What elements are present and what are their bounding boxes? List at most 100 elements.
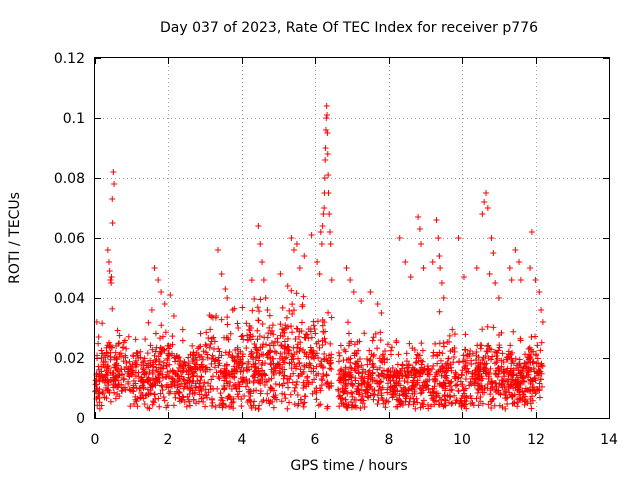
data-point	[442, 374, 449, 381]
data-point	[241, 377, 248, 384]
data-point	[534, 369, 541, 376]
data-point	[444, 377, 451, 384]
data-point	[288, 287, 295, 294]
data-point	[324, 403, 331, 410]
data-point	[347, 359, 354, 366]
data-point	[505, 371, 512, 378]
data-point	[431, 401, 438, 408]
data-point	[383, 368, 390, 375]
data-point	[357, 397, 364, 404]
data-point	[490, 324, 497, 331]
data-point	[243, 320, 250, 327]
data-point	[495, 295, 502, 301]
data-point	[133, 349, 140, 356]
data-point	[426, 376, 433, 383]
data-point	[159, 371, 166, 378]
data-points	[92, 103, 546, 412]
data-point	[250, 354, 257, 361]
data-point	[107, 398, 114, 405]
data-point	[145, 360, 152, 367]
data-point	[289, 353, 296, 360]
data-point	[301, 334, 308, 341]
data-point	[448, 386, 455, 393]
data-point	[446, 332, 453, 339]
data-point	[370, 353, 377, 360]
data-point	[368, 386, 375, 393]
data-point	[378, 310, 385, 316]
data-point	[193, 357, 200, 364]
data-point	[369, 337, 376, 344]
data-point	[173, 353, 180, 360]
data-point	[510, 367, 517, 374]
data-point	[501, 383, 508, 390]
data-point	[488, 235, 495, 241]
data-point	[110, 169, 117, 175]
data-point	[223, 378, 230, 385]
data-point	[202, 365, 209, 372]
data-point	[94, 352, 101, 359]
data-point	[252, 360, 259, 367]
data-point	[296, 348, 303, 355]
data-point	[224, 321, 231, 328]
data-point	[235, 393, 242, 400]
data-point	[126, 358, 133, 365]
data-point	[107, 277, 114, 283]
data-point	[494, 355, 501, 362]
data-point	[484, 343, 491, 350]
data-point	[224, 380, 231, 387]
data-point	[233, 368, 240, 375]
data-point	[254, 327, 261, 334]
data-point	[388, 344, 395, 351]
data-point	[286, 347, 293, 354]
data-point	[322, 339, 329, 346]
data-point	[151, 391, 158, 398]
data-point	[189, 358, 196, 365]
data-point	[398, 387, 405, 394]
data-point	[466, 382, 473, 389]
data-point	[467, 347, 474, 354]
data-point	[137, 394, 144, 401]
data-point	[228, 399, 235, 406]
data-point	[151, 352, 158, 359]
plot-frame	[94, 57, 610, 419]
data-point	[162, 329, 169, 336]
data-point	[416, 385, 423, 392]
data-point	[376, 373, 383, 380]
data-point	[393, 337, 400, 344]
data-point	[323, 380, 330, 387]
data-point	[288, 323, 295, 330]
data-point	[153, 364, 160, 371]
data-point	[431, 383, 438, 390]
data-point	[528, 334, 535, 341]
data-point	[257, 370, 264, 377]
data-point	[336, 377, 343, 384]
data-point	[393, 379, 399, 386]
data-point	[376, 364, 383, 371]
data-point	[337, 374, 344, 381]
data-point	[157, 335, 164, 342]
data-point	[399, 402, 406, 409]
data-point	[318, 362, 325, 369]
data-point	[472, 367, 479, 374]
data-point	[503, 354, 510, 361]
data-point	[436, 340, 443, 347]
data-point	[434, 360, 441, 367]
data-point	[136, 385, 143, 392]
data-point	[323, 371, 330, 378]
data-point	[141, 368, 148, 375]
data-point	[185, 374, 192, 381]
data-point	[495, 331, 502, 338]
data-point	[154, 376, 161, 383]
data-point	[272, 380, 279, 387]
data-point	[451, 373, 458, 380]
data-point	[215, 354, 222, 361]
data-point	[448, 378, 455, 385]
data-point	[247, 390, 254, 397]
data-point	[263, 352, 270, 359]
data-point	[407, 395, 414, 402]
data-point	[359, 393, 366, 400]
data-point	[320, 373, 327, 380]
data-point	[303, 353, 310, 360]
data-point	[211, 364, 218, 371]
data-point	[495, 390, 502, 397]
